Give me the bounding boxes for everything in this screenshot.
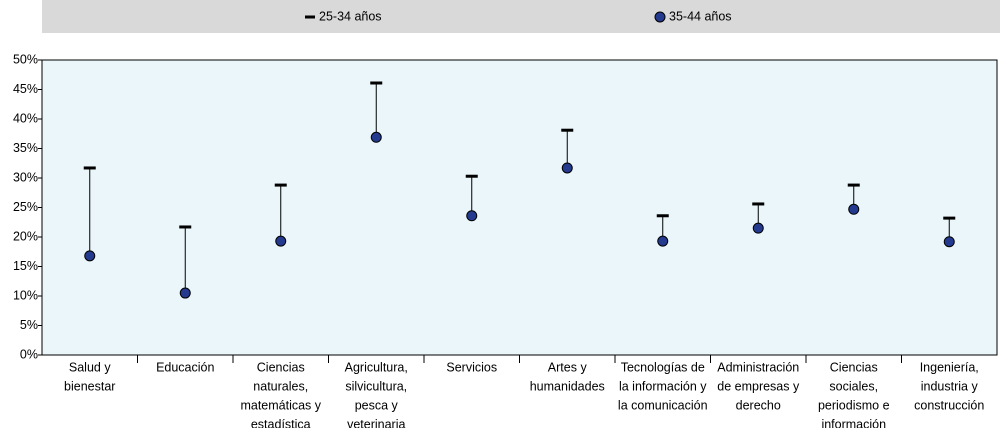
- y-tick-label: 35%: [13, 141, 38, 155]
- legend-marker: [654, 11, 666, 23]
- y-tick-label: 25%: [13, 200, 38, 214]
- x-tick-label: humanidades: [530, 379, 605, 393]
- dot-marker: [275, 235, 287, 247]
- x-tick-label: Ciencias: [257, 360, 305, 374]
- dot-marker: [179, 287, 191, 299]
- dot-marker: [657, 235, 669, 247]
- y-tick-label: 30%: [13, 170, 38, 184]
- dot-marker: [370, 131, 382, 143]
- x-tick-label: Agricultura,: [345, 360, 408, 374]
- x-tick-label: Artes y: [548, 360, 588, 374]
- y-tick-label: 15%: [13, 259, 38, 273]
- dot-marker: [466, 210, 478, 222]
- x-tick-label: Servicios: [446, 360, 497, 374]
- x-tick-label: silvicultura,: [345, 379, 407, 393]
- x-tick-label: matemáticas y: [240, 398, 321, 412]
- x-tick-label: Salud y: [69, 360, 111, 374]
- x-tick-label: construcción: [914, 398, 984, 412]
- x-tick-label: la información y: [619, 379, 707, 393]
- x-tick-label: periodismo e: [818, 398, 890, 412]
- plot-area: [41, 59, 998, 356]
- legend-band: [42, 0, 1000, 33]
- x-tick-label: sociales,: [829, 379, 878, 393]
- x-tick-label: Educación: [156, 360, 214, 374]
- x-tick-label: Administración: [717, 360, 799, 374]
- x-tick-label: pesca y: [355, 398, 399, 412]
- y-tick-label: 40%: [13, 111, 38, 125]
- dot-marker: [752, 222, 764, 234]
- y-tick-label: 10%: [13, 288, 38, 302]
- x-tick-label: industria y: [921, 379, 979, 393]
- y-tick-label: 0%: [20, 347, 38, 361]
- x-tick-label: la comunicación: [618, 398, 708, 412]
- x-tick-label: veterinaria: [347, 417, 405, 428]
- x-tick-label: derecho: [736, 398, 781, 412]
- x-tick-label: Ciencias: [830, 360, 878, 374]
- legend-label: 35-44 años: [669, 9, 732, 23]
- dot-marker: [561, 162, 573, 174]
- y-tick-label: 20%: [13, 229, 38, 243]
- legend-label: 25-34 años: [319, 9, 382, 23]
- x-tick-label: naturales,: [253, 379, 308, 393]
- x-tick-label: bienestar: [64, 379, 115, 393]
- y-tick-label: 45%: [13, 82, 38, 96]
- x-tick-label: información: [821, 417, 886, 428]
- x-tick-label: de empresas y: [717, 379, 800, 393]
- x-tick-label: Ingeniería,: [920, 360, 979, 374]
- dot-marker: [848, 203, 860, 215]
- x-tick-label: estadística: [251, 417, 311, 428]
- dot-marker: [84, 250, 96, 262]
- x-tick-label: Tecnologías de: [621, 360, 705, 374]
- y-tick-label: 5%: [20, 318, 38, 332]
- y-tick-label: 50%: [13, 52, 38, 66]
- dot-marker: [943, 236, 955, 248]
